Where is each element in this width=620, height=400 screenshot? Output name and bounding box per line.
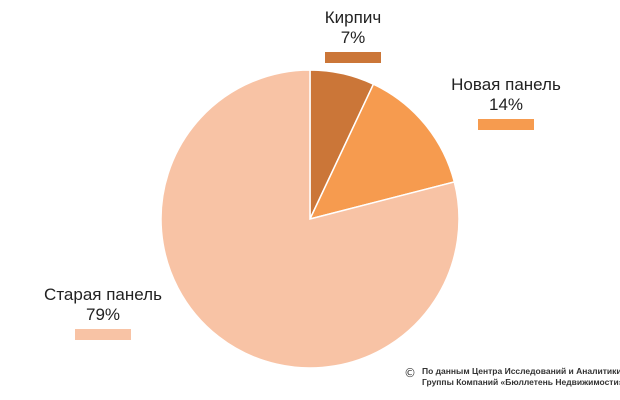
legend-key-old-panel bbox=[75, 329, 131, 340]
slice-label-old-panel-name: Старая панель bbox=[44, 285, 162, 304]
legend-key-new-panel bbox=[478, 119, 534, 130]
slice-label-brick: Кирпич 7% bbox=[293, 8, 413, 63]
source-line-2: Группы Компаний «Бюллетень Недвижимости» bbox=[422, 377, 620, 387]
slice-label-new-panel: Новая панель 14% bbox=[436, 75, 576, 130]
slice-label-brick-percent: 7% bbox=[340, 28, 366, 47]
pie-slice-old-panel bbox=[160, 69, 460, 369]
pie-slice-new-panel bbox=[308, 83, 456, 221]
source-note: © По данным Центра Исследований и Аналит… bbox=[404, 366, 620, 388]
slice-label-old-panel-percent: 79% bbox=[85, 305, 121, 324]
slice-label-brick-name: Кирпич bbox=[324, 8, 382, 27]
source-line-1: По данным Центра Исследований и Аналитик… bbox=[422, 366, 620, 376]
slice-label-old-panel: Старая панель 79% bbox=[30, 285, 176, 340]
slice-label-new-panel-name: Новая панель bbox=[451, 75, 561, 94]
legend-key-brick bbox=[325, 52, 381, 63]
copyright-symbol: © bbox=[404, 366, 416, 380]
slice-label-new-panel-percent: 14% bbox=[488, 95, 524, 114]
